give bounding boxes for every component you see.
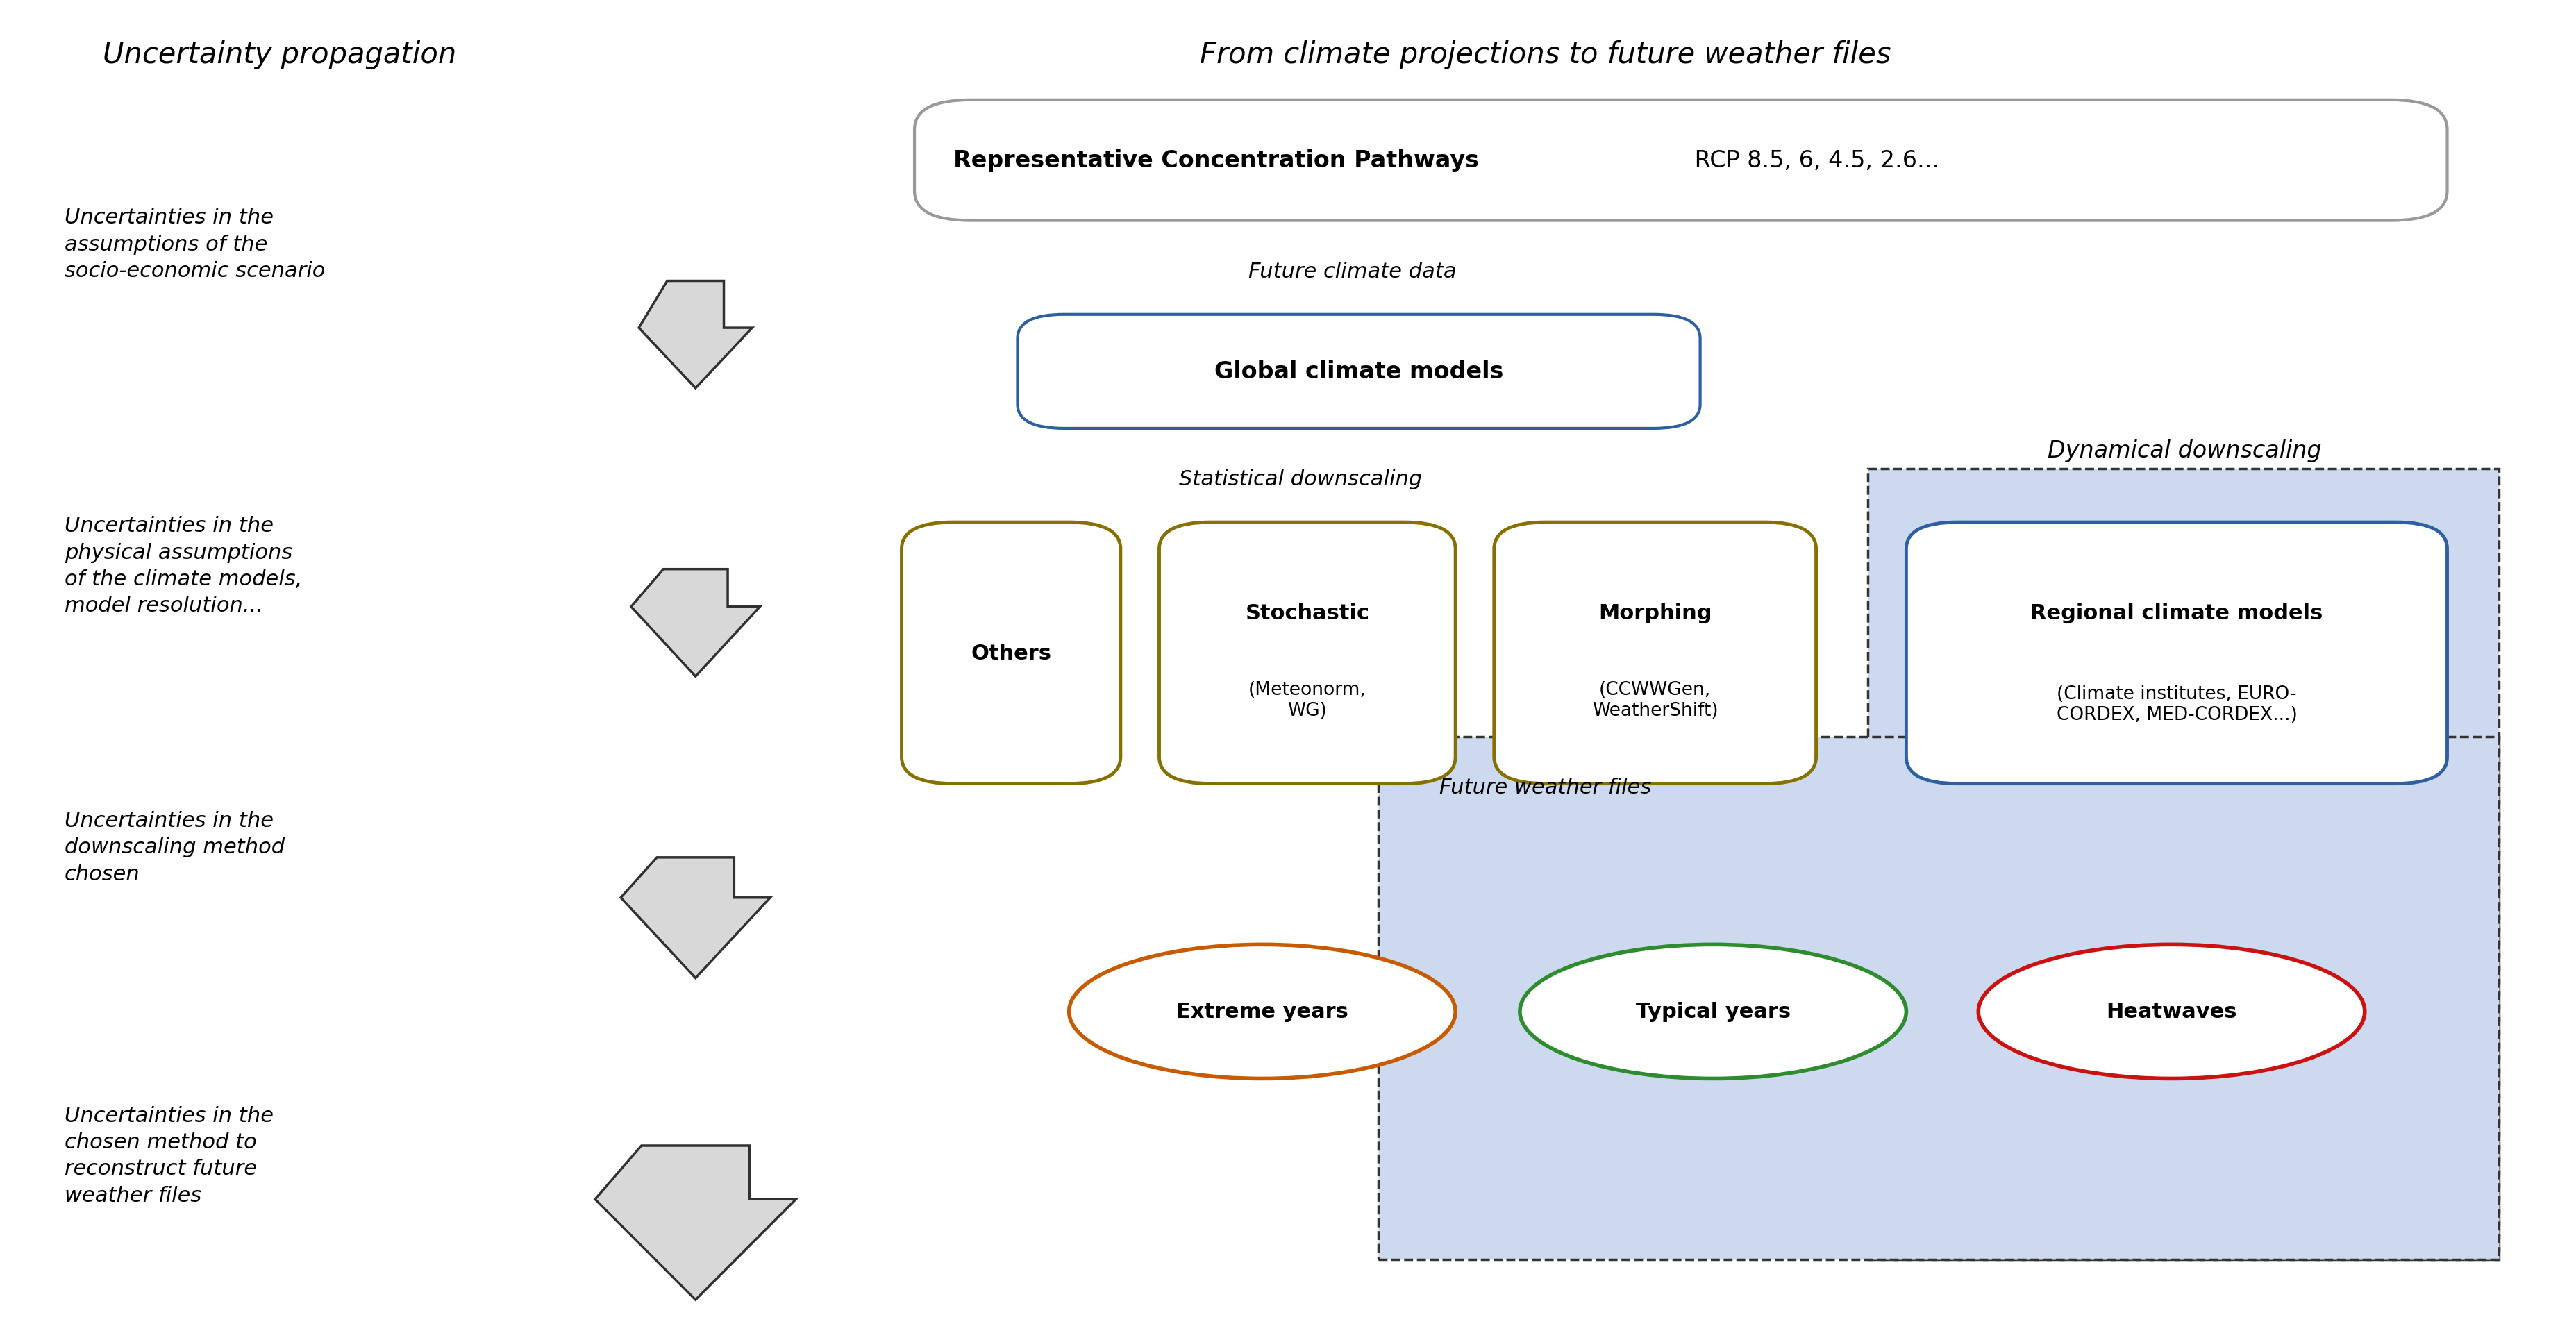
Text: Uncertainties in the
assumptions of the
socio-economic scenario: Uncertainties in the assumptions of the … bbox=[64, 208, 325, 281]
Text: (CCWWGen,
WeatherShift): (CCWWGen, WeatherShift) bbox=[1592, 681, 1718, 720]
Text: Regional climate models: Regional climate models bbox=[2030, 603, 2324, 623]
FancyBboxPatch shape bbox=[1494, 523, 1816, 784]
Polygon shape bbox=[621, 858, 770, 978]
Text: Global climate models: Global climate models bbox=[1213, 360, 1504, 383]
Ellipse shape bbox=[1520, 945, 1906, 1079]
Text: (Meteonorm,
WG): (Meteonorm, WG) bbox=[1249, 681, 1365, 720]
FancyBboxPatch shape bbox=[1018, 315, 1700, 429]
FancyBboxPatch shape bbox=[1378, 737, 2499, 1260]
FancyBboxPatch shape bbox=[914, 100, 2447, 221]
Text: Uncertainties in the
physical assumptions
of the climate models,
model resolutio: Uncertainties in the physical assumption… bbox=[64, 516, 301, 615]
Text: Morphing: Morphing bbox=[1597, 603, 1713, 623]
Text: Future climate data: Future climate data bbox=[1249, 261, 1455, 281]
Text: Uncertainties in the
chosen method to
reconstruct future
weather files: Uncertainties in the chosen method to re… bbox=[64, 1106, 273, 1205]
Text: RCP 8.5, 6, 4.5, 2.6...: RCP 8.5, 6, 4.5, 2.6... bbox=[1687, 149, 1940, 173]
Text: Dynamical downscaling: Dynamical downscaling bbox=[2048, 440, 2321, 462]
FancyBboxPatch shape bbox=[1868, 469, 2499, 1260]
Ellipse shape bbox=[1978, 945, 2365, 1079]
Text: Uncertainties in the
downscaling method
chosen: Uncertainties in the downscaling method … bbox=[64, 811, 283, 884]
Text: Socio-economic scenarios from IPCC: Socio-economic scenarios from IPCC bbox=[1334, 114, 1757, 137]
Polygon shape bbox=[639, 281, 752, 389]
Text: Typical years: Typical years bbox=[1636, 1001, 1790, 1022]
Text: From climate projections to future weather files: From climate projections to future weath… bbox=[1200, 40, 1891, 70]
Text: Stochastic: Stochastic bbox=[1244, 603, 1370, 623]
Text: Uncertainty propagation: Uncertainty propagation bbox=[103, 40, 456, 70]
Polygon shape bbox=[631, 570, 760, 677]
Ellipse shape bbox=[1069, 945, 1455, 1079]
FancyBboxPatch shape bbox=[902, 523, 1121, 784]
Text: Future weather files: Future weather files bbox=[1440, 777, 1651, 797]
FancyBboxPatch shape bbox=[1159, 523, 1455, 784]
Text: (Climate institutes, EURO-
CORDEX, MED-CORDEX...): (Climate institutes, EURO- CORDEX, MED-C… bbox=[2056, 685, 2298, 724]
Text: Statistical downscaling: Statistical downscaling bbox=[1180, 469, 1422, 489]
FancyBboxPatch shape bbox=[1906, 523, 2447, 784]
Polygon shape bbox=[595, 1146, 796, 1300]
Text: Representative Concentration Pathways: Representative Concentration Pathways bbox=[953, 149, 1479, 173]
Text: Heatwaves: Heatwaves bbox=[2107, 1001, 2236, 1022]
Text: Extreme years: Extreme years bbox=[1177, 1001, 1347, 1022]
Text: Others: Others bbox=[971, 643, 1051, 663]
